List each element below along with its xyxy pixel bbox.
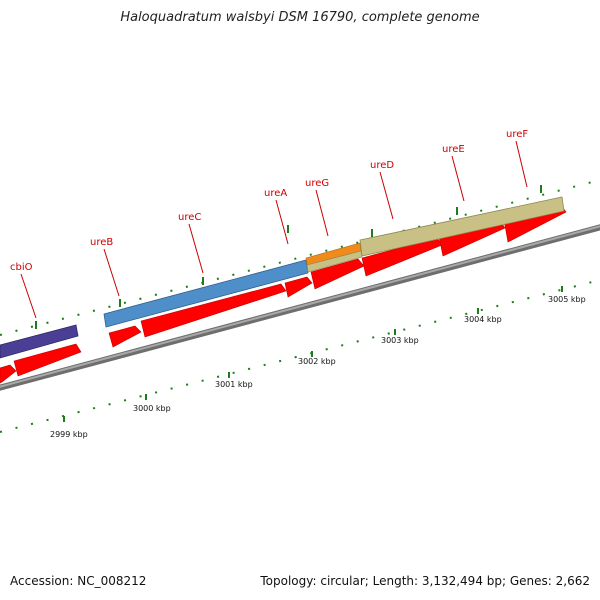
gene-arrow bbox=[0, 364, 17, 384]
kbp-label: 3002 kbp bbox=[298, 357, 336, 366]
kbp-label: 3005 kbp bbox=[548, 295, 586, 304]
kbp-label: 3001 kbp bbox=[215, 380, 253, 389]
gene-arrow bbox=[13, 343, 82, 377]
kbp-label: 3004 kbp bbox=[464, 315, 502, 324]
gene-arrow bbox=[108, 325, 142, 348]
kbp-label: 3003 kbp bbox=[381, 336, 419, 345]
summary-text: Topology: circular; Length: 3,132,494 bp… bbox=[260, 574, 590, 588]
gene-labels: cbiO ureB ureC ureA ureG ureD ureE ureF bbox=[10, 129, 528, 273]
gene-label-ureD: ureD bbox=[370, 160, 394, 171]
gene-label-ureE: ureE bbox=[442, 144, 465, 155]
ureG-bar-lower bbox=[306, 250, 363, 273]
inner-ruler bbox=[0, 279, 600, 433]
accession-text: Accession: NC_008212 bbox=[10, 574, 147, 588]
ureB-ureC-ureA-bar bbox=[103, 259, 309, 328]
kbp-labels: 2999 kbp 3000 kbp 3001 kbp 3002 kbp 3003… bbox=[50, 295, 586, 439]
kbp-label: 3000 kbp bbox=[133, 404, 171, 413]
inner-ruler-major-ticks bbox=[63, 286, 563, 422]
map-title: Haloquadratum walsbyi DSM 16790, complet… bbox=[120, 10, 480, 25]
gene-arrows bbox=[0, 204, 567, 384]
ureD-ureE-ureF-bar bbox=[359, 196, 565, 257]
gene-label-ureG: ureG bbox=[305, 178, 329, 189]
gene-label-ureF: ureF bbox=[506, 129, 528, 140]
gene-label-ureC: ureC bbox=[178, 212, 201, 223]
cbiO-bar bbox=[0, 324, 79, 359]
label-leader-lines bbox=[20, 140, 528, 319]
outer-ruler bbox=[0, 179, 600, 336]
kbp-label: 2999 kbp bbox=[50, 430, 88, 439]
gene-arrow bbox=[284, 276, 313, 298]
gene-label-cbiO: cbiO bbox=[10, 262, 33, 273]
gene-feature-bars bbox=[0, 196, 565, 359]
gene-arrow bbox=[140, 283, 287, 338]
genome-backbone bbox=[0, 224, 600, 391]
gene-label-ureA: ureA bbox=[264, 188, 287, 199]
gene-label-ureB: ureB bbox=[90, 237, 113, 248]
outer-ruler-major-ticks bbox=[35, 185, 542, 329]
